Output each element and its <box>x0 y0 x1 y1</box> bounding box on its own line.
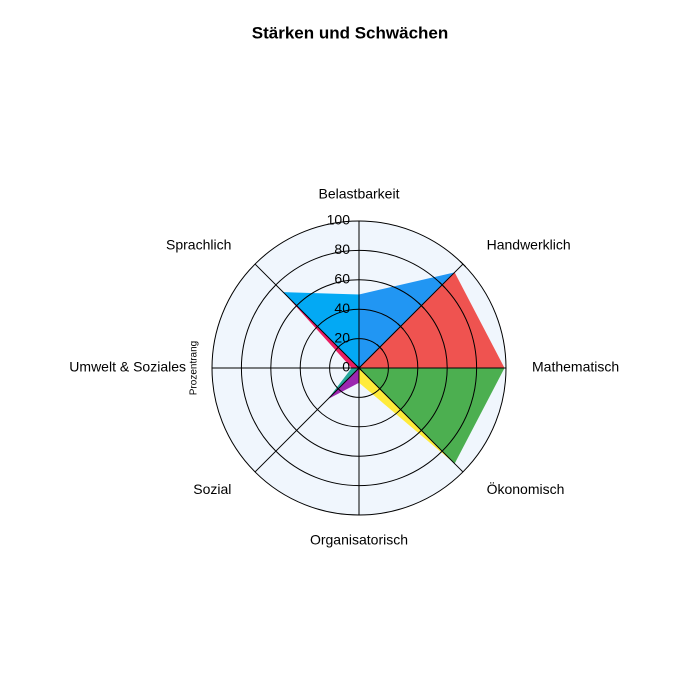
wedge <box>359 368 505 464</box>
category-label: Organisatorisch <box>310 532 408 548</box>
tick-mark <box>418 302 425 309</box>
tick-mark <box>355 364 363 372</box>
category-label: Mathematisch <box>532 359 619 375</box>
tick-mark <box>438 281 446 289</box>
category-label: Handwerklich <box>487 236 571 252</box>
chart-title: Stärken und Schwächen <box>252 23 449 42</box>
category-label: Ökonomisch <box>487 480 565 497</box>
wedge <box>359 272 505 368</box>
y-tick-label: 20 <box>334 329 350 345</box>
y-tick-label: 0 <box>342 359 350 375</box>
spoke <box>358 367 464 473</box>
category-label: Sozial <box>193 481 231 497</box>
y-tick-label: 60 <box>334 271 350 287</box>
category-label: Umwelt & Soziales <box>69 359 186 375</box>
y-tick-label: 40 <box>334 300 350 316</box>
spoke <box>358 263 464 369</box>
y-tick-label: 80 <box>334 241 350 257</box>
tick-mark <box>376 344 383 351</box>
tick-mark <box>397 323 404 330</box>
category-label: Sprachlich <box>166 236 231 252</box>
y-tick-label: 100 <box>327 212 351 228</box>
category-label: Belastbarkeit <box>319 186 400 202</box>
tick-mark <box>459 260 467 268</box>
spoke <box>254 367 360 473</box>
y-axis-label: Prozentrang <box>189 341 200 395</box>
spoke <box>254 263 360 369</box>
